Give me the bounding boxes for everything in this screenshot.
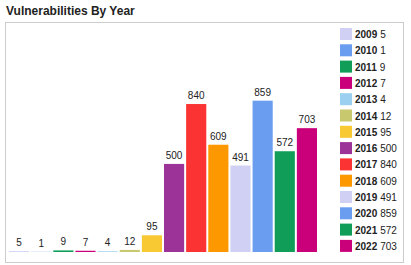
legend-label: 20095 xyxy=(355,29,386,40)
legend-swatch xyxy=(340,93,352,105)
bar xyxy=(120,250,140,252)
data-label: 703 xyxy=(299,114,316,125)
data-label: 9 xyxy=(61,236,67,247)
data-label: 7 xyxy=(83,237,89,248)
legend-swatch xyxy=(340,110,352,122)
data-label: 609 xyxy=(210,131,227,142)
legend-value: 609 xyxy=(380,176,397,187)
legend-swatch xyxy=(340,44,352,56)
bar xyxy=(31,251,51,252)
legend-label: 2018609 xyxy=(355,176,397,187)
data-label: 12 xyxy=(124,236,136,247)
legend-label: 2022703 xyxy=(355,241,397,252)
legend-label: 20119 xyxy=(355,62,386,73)
legend-swatch xyxy=(340,126,352,138)
legend-label: 2020859 xyxy=(355,208,397,219)
data-label: 1 xyxy=(38,238,44,249)
data-label: 95 xyxy=(146,221,158,232)
legend-value: 572 xyxy=(380,225,397,236)
legend-value: 859 xyxy=(380,208,397,219)
legend-value: 840 xyxy=(380,159,397,170)
legend-swatch xyxy=(340,191,352,203)
data-label: 840 xyxy=(188,90,205,101)
data-label: 5 xyxy=(16,237,22,248)
legend-value: 12 xyxy=(380,111,392,122)
data-label: 572 xyxy=(276,137,293,148)
legend-year: 2021 xyxy=(355,225,378,236)
legend-value: 1 xyxy=(380,45,386,56)
legend-swatch xyxy=(340,175,352,187)
legend: 2009520101201192012720134201412201595201… xyxy=(340,28,397,252)
bar xyxy=(230,166,250,252)
bar xyxy=(275,151,295,252)
data-labels: 5 1 9 7 4 12 95 500 840 609 491 859 572 703 xyxy=(16,87,315,249)
legend-year: 2017 xyxy=(355,159,378,170)
bars xyxy=(9,101,317,252)
legend-year: 2011 xyxy=(355,62,377,73)
chart-svg: Vulnerabilities By Year51974129550084060… xyxy=(0,0,411,265)
legend-swatch xyxy=(340,207,352,219)
legend-swatch xyxy=(340,142,352,154)
bar xyxy=(75,251,95,252)
legend-year: 2014 xyxy=(355,111,378,122)
legend-swatch xyxy=(340,224,352,236)
bar xyxy=(53,250,73,252)
legend-swatch xyxy=(340,28,352,40)
legend-year: 2012 xyxy=(355,78,378,89)
data-label: 859 xyxy=(254,87,271,98)
bar xyxy=(98,251,118,252)
legend-swatch xyxy=(340,158,352,170)
legend-year: 2018 xyxy=(355,176,378,187)
legend-value: 491 xyxy=(380,192,397,203)
bar xyxy=(164,164,184,252)
legend-year: 2019 xyxy=(355,192,378,203)
legend-label: 2019491 xyxy=(355,192,397,203)
legend-label: 201595 xyxy=(355,127,392,138)
title: Vulnerabilities By Year xyxy=(6,4,135,18)
legend-value: 5 xyxy=(380,29,386,40)
legend-year: 2013 xyxy=(355,94,378,105)
legend-label: 20127 xyxy=(355,78,386,89)
legend-year: 2022 xyxy=(355,241,378,252)
legend-label: 2016500 xyxy=(355,143,397,154)
legend-label: 20101 xyxy=(355,45,386,56)
legend-value: 500 xyxy=(380,143,397,154)
data-label: 491 xyxy=(232,152,249,163)
legend-value: 4 xyxy=(380,94,386,105)
legend-label: 2017840 xyxy=(355,159,397,170)
legend-swatch xyxy=(340,61,352,73)
legend-year: 2016 xyxy=(355,143,378,154)
chart-root: Vulnerabilities By Year51974129550084060… xyxy=(0,0,411,265)
legend-value: 703 xyxy=(380,241,397,252)
legend-year: 2009 xyxy=(355,29,378,40)
data-label: 500 xyxy=(166,150,183,161)
bar xyxy=(253,101,273,252)
legend-value: 7 xyxy=(380,78,386,89)
bar xyxy=(142,235,162,252)
legend-label: 201412 xyxy=(355,111,392,122)
bar xyxy=(297,128,317,252)
bar xyxy=(186,104,206,252)
legend-swatch xyxy=(340,77,352,89)
legend-value: 9 xyxy=(380,62,386,73)
frame xyxy=(6,23,404,263)
legend-label: 20134 xyxy=(355,94,386,105)
legend-year: 2010 xyxy=(355,45,378,56)
data-label: 4 xyxy=(105,237,111,248)
legend-label: 2021572 xyxy=(355,225,397,236)
bar xyxy=(208,145,228,252)
legend-year: 2020 xyxy=(355,208,378,219)
legend-year: 2015 xyxy=(355,127,378,138)
legend-value: 95 xyxy=(380,127,392,138)
bar xyxy=(9,251,29,252)
legend-swatch xyxy=(340,240,352,252)
